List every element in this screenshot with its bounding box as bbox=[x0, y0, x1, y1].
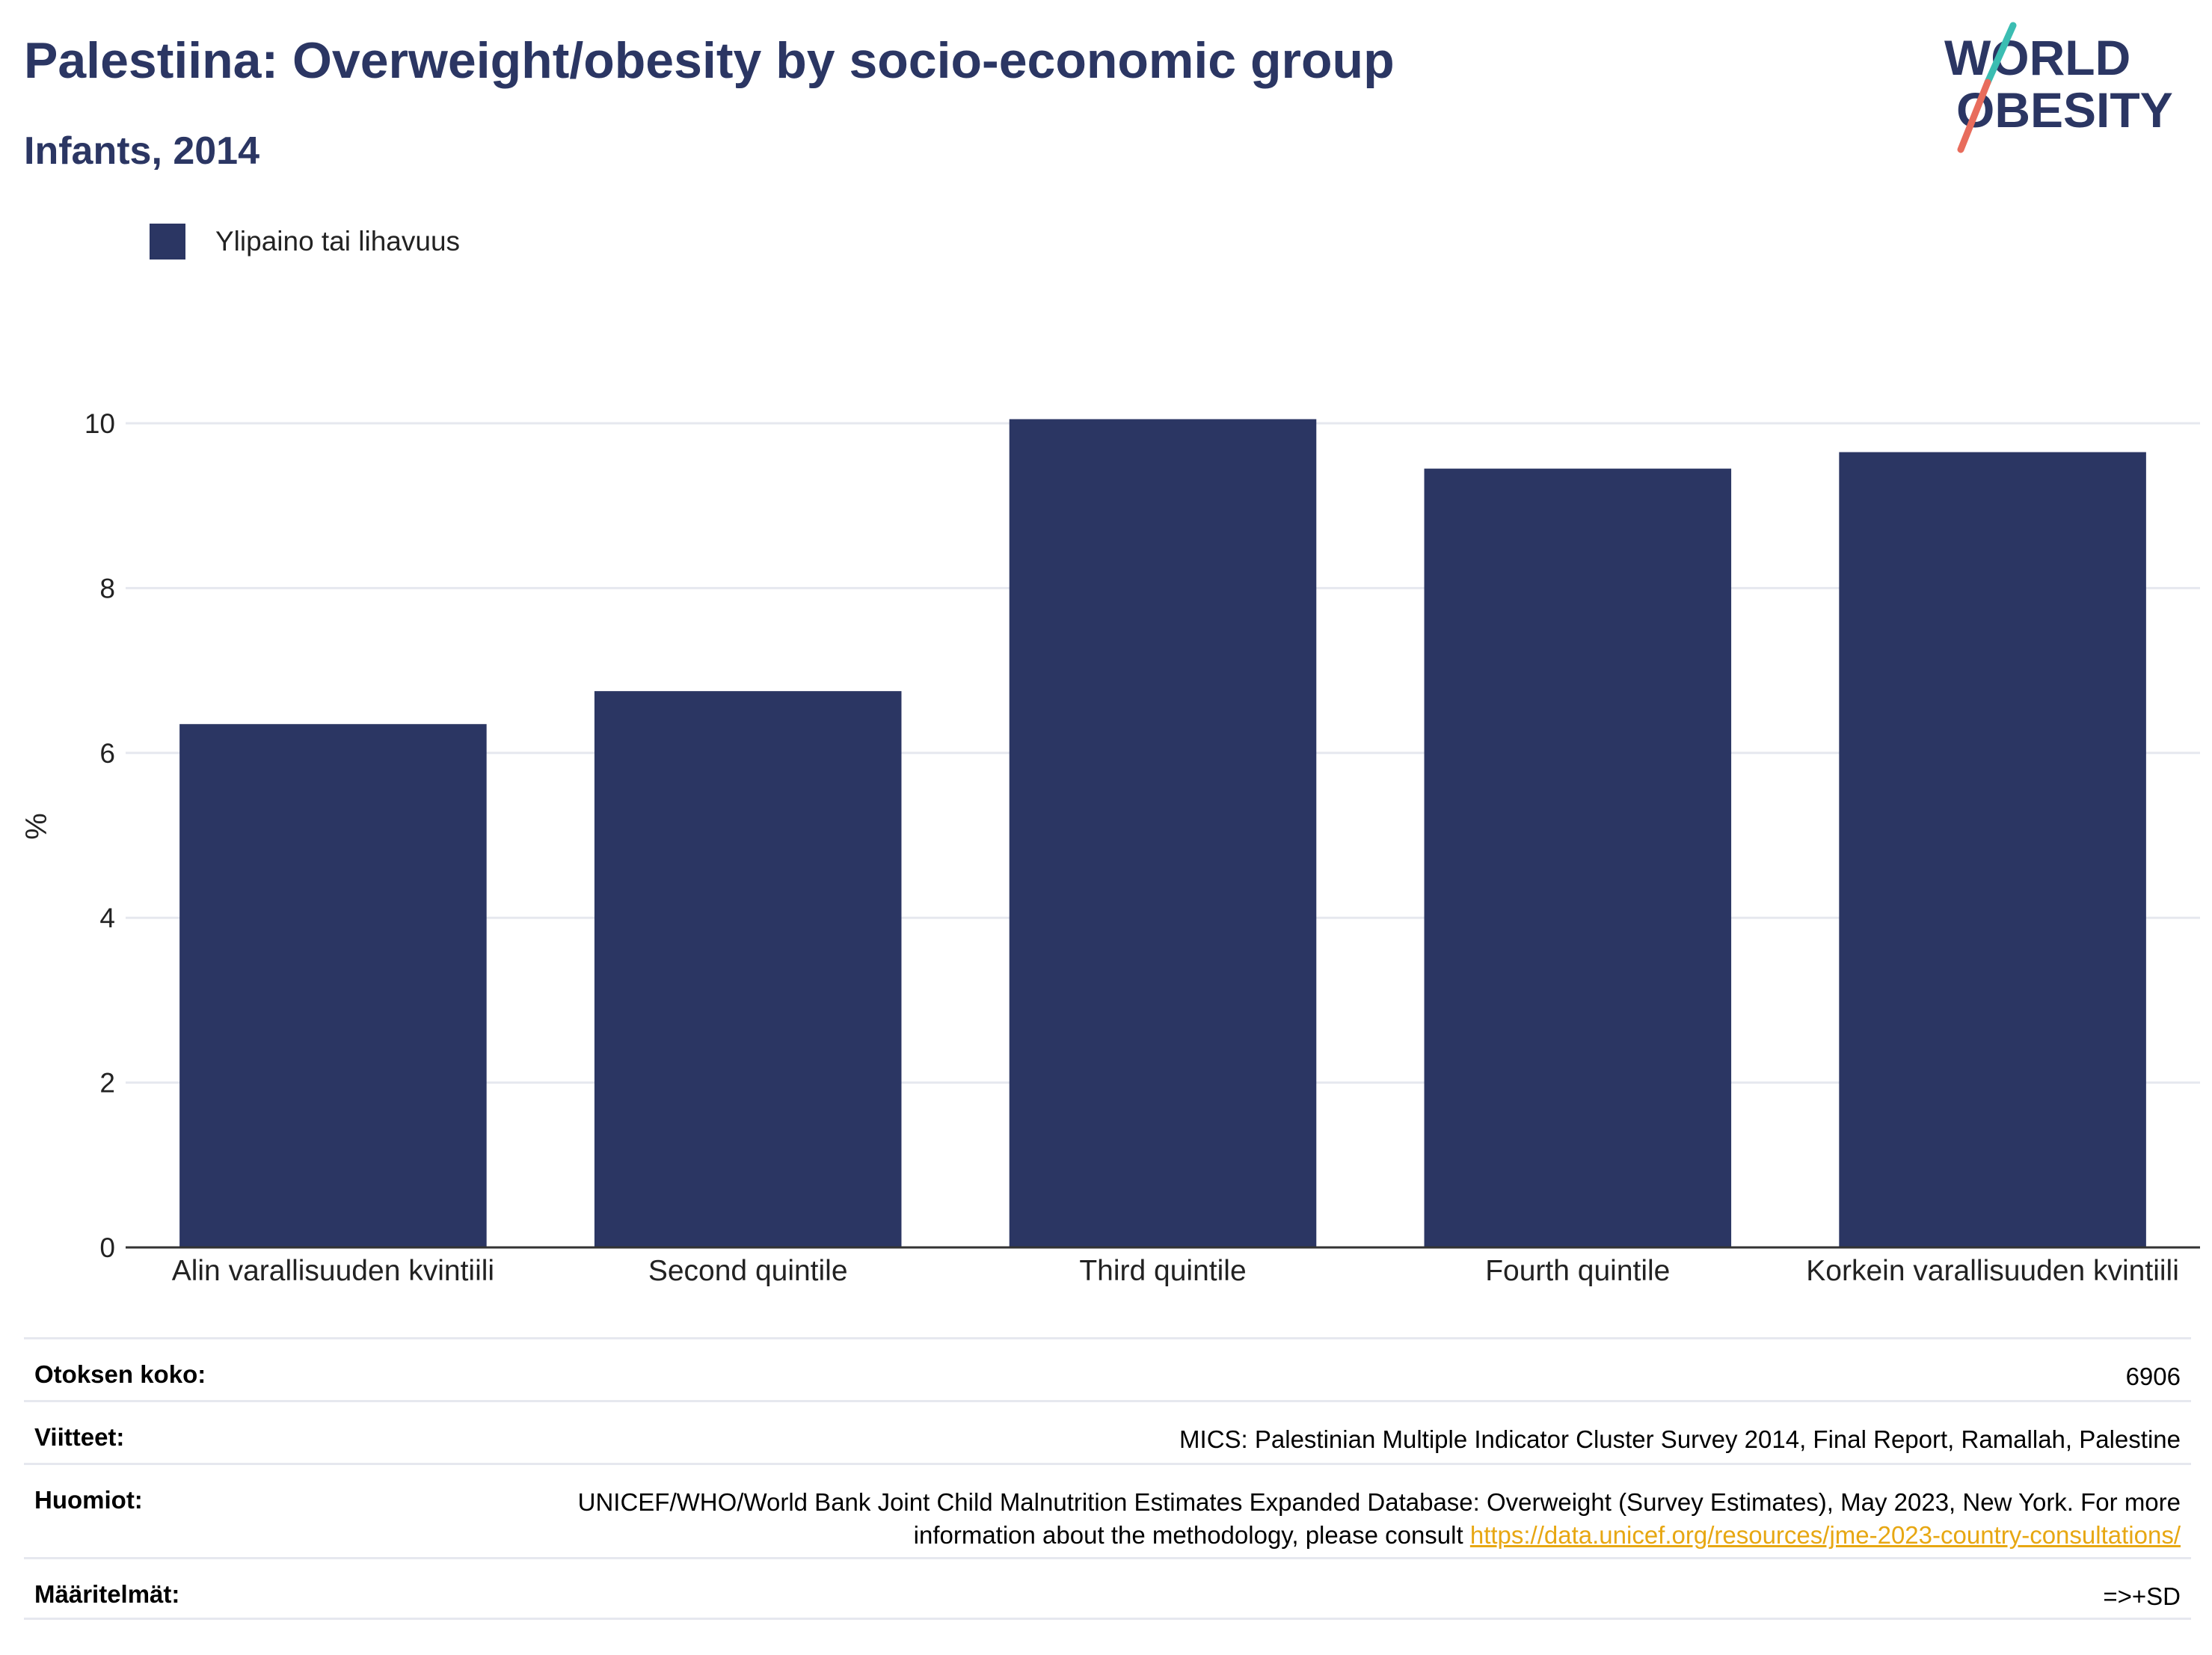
y-tick-label: 2 bbox=[99, 1068, 115, 1099]
y-axis-label: % bbox=[20, 813, 53, 840]
x-tick-label: Korkein varallisuuden kvintiili bbox=[1806, 1255, 2179, 1287]
y-tick-label: 0 bbox=[99, 1232, 115, 1263]
x-tick-label: Second quintile bbox=[648, 1255, 848, 1287]
references-value: MICS: Palestinian Multiple Indicator Clu… bbox=[1179, 1425, 2181, 1453]
y-tick-label: 6 bbox=[99, 738, 115, 769]
world-obesity-logo: WORLD OBESITY bbox=[1944, 22, 2173, 153]
legend-swatch bbox=[150, 224, 185, 260]
x-tick-label: Alin varallisuuden kvintiili bbox=[172, 1255, 494, 1287]
meta-row-notes: Huomiot: UNICEF/WHO/World Bank Joint Chi… bbox=[24, 1463, 2191, 1557]
sample-size-value: 6906 bbox=[2125, 1363, 2181, 1390]
x-tick-label: Fourth quintile bbox=[1485, 1255, 1670, 1287]
bar bbox=[1009, 419, 1317, 1247]
legend-label: Ylipaino tai lihavuus bbox=[215, 226, 461, 257]
y-tick-label: 8 bbox=[99, 573, 115, 604]
notes-text: UNICEF/WHO/World Bank Joint Child Malnut… bbox=[577, 1488, 2181, 1549]
svg-text:OBESITY: OBESITY bbox=[1956, 82, 2173, 138]
meta-row-references: Viitteet: MICS: Palestinian Multiple Ind… bbox=[24, 1400, 2191, 1463]
bar bbox=[1424, 468, 1732, 1247]
definitions-value: =>+SD bbox=[2103, 1582, 2181, 1610]
references-label: Viitteet: bbox=[34, 1423, 125, 1451]
notes-link[interactable]: https://data.unicef.org/resources/jme-20… bbox=[1469, 1521, 2181, 1549]
x-tick-label: Third quintile bbox=[1079, 1255, 1246, 1287]
bar bbox=[594, 691, 902, 1247]
chart-title: Palestiina: Overweight/obesity by socio-… bbox=[24, 32, 1395, 89]
bar bbox=[1839, 452, 2146, 1247]
notes-value: UNICEF/WHO/World Bank Joint Child Malnut… bbox=[550, 1486, 2181, 1552]
bar-chart: 0 2 4 6 8 10 Alin varallisuuden kvintiili Secon… bbox=[20, 408, 2200, 1287]
chart-subtitle: Infants, 2014 bbox=[24, 129, 260, 173]
definitions-label: Määritelmät: bbox=[34, 1580, 180, 1608]
bar bbox=[179, 724, 487, 1247]
y-tick-label: 4 bbox=[99, 903, 115, 933]
svg-text:WORLD: WORLD bbox=[1944, 30, 2130, 85]
sample-size-label: Otoksen koko: bbox=[34, 1360, 206, 1388]
notes-label: Huomiot: bbox=[34, 1486, 143, 1514]
metadata-table: Otoksen koko: 6906 Viitteet: MICS: Pales… bbox=[24, 1337, 2191, 1620]
meta-row-definitions: Määritelmät: =>+SD bbox=[24, 1557, 2191, 1620]
meta-row-sample: Otoksen koko: 6906 bbox=[24, 1337, 2191, 1400]
y-tick-label: 10 bbox=[85, 408, 115, 439]
chart-legend: Ylipaino tai lihavuus bbox=[150, 223, 460, 260]
